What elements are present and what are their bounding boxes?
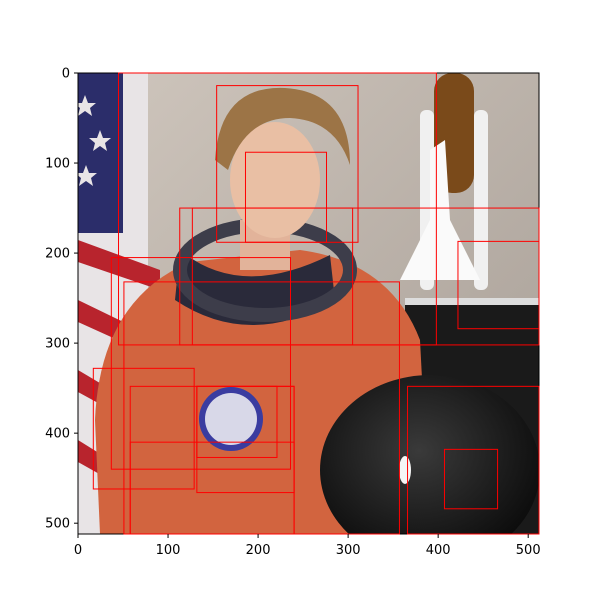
x-tick-label: 400 — [426, 543, 451, 558]
shuttle-model — [400, 73, 539, 308]
x-tick-label: 100 — [156, 543, 181, 558]
bounding-box — [443, 448, 499, 510]
bounding-box — [244, 151, 328, 243]
x-tick-label: 200 — [246, 543, 271, 558]
bounding-boxes — [92, 72, 540, 535]
y-tick-label: 500 — [45, 517, 70, 532]
bounding-box — [196, 385, 295, 494]
y-tick-label: 300 — [45, 337, 70, 352]
y-tick-label: 0 — [62, 67, 70, 82]
bounding-box — [457, 240, 540, 330]
y-axis: 0 100 200 300 400 500 — [45, 67, 78, 532]
bounding-box — [191, 207, 354, 346]
x-axis: 0 100 200 300 400 500 — [74, 534, 541, 558]
bounding-box — [92, 367, 195, 490]
bounding-box — [129, 441, 295, 535]
y-tick-label: 100 — [45, 157, 70, 172]
photo — [78, 73, 539, 534]
bounding-box — [110, 257, 291, 470]
y-tick-label: 400 — [45, 427, 70, 442]
x-tick-label: 500 — [516, 543, 541, 558]
bounding-box — [407, 385, 540, 535]
x-tick-label: 0 — [74, 543, 82, 558]
x-tick-label: 300 — [336, 543, 361, 558]
y-tick-label: 200 — [45, 247, 70, 262]
